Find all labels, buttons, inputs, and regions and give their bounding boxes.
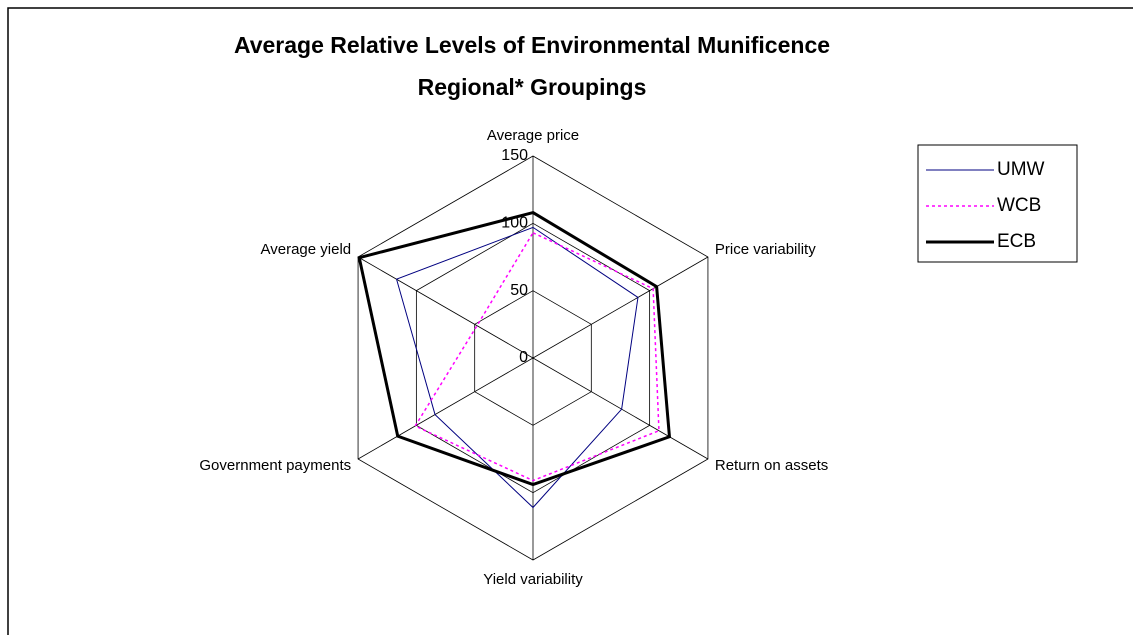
axis-label: Average yield xyxy=(261,241,352,258)
tick-label: 150 xyxy=(501,147,528,164)
legend-label: ECB xyxy=(997,231,1036,252)
axis-label: Price variability xyxy=(715,241,816,258)
series-line xyxy=(414,231,660,482)
chart-frame xyxy=(7,7,1133,640)
axis-label: Yield variability xyxy=(483,571,583,588)
series-line xyxy=(395,226,639,509)
series-line xyxy=(357,210,672,487)
legend-label: UMW xyxy=(997,159,1045,180)
axis-line xyxy=(357,357,534,460)
tick-label: 50 xyxy=(510,282,528,299)
axis-line xyxy=(357,256,534,359)
axis-label: Government payments xyxy=(199,457,351,474)
chart-title: Regional* Groupings xyxy=(418,74,647,100)
axis-line xyxy=(532,256,709,359)
chart-title: Average Relative Levels of Environmental… xyxy=(234,32,830,58)
legend-label: WCB xyxy=(997,195,1041,216)
axis-line xyxy=(532,357,709,460)
axis-label: Return on assets xyxy=(715,457,828,474)
tick-label: 0 xyxy=(519,349,528,366)
axis-label: Average price xyxy=(487,127,579,144)
